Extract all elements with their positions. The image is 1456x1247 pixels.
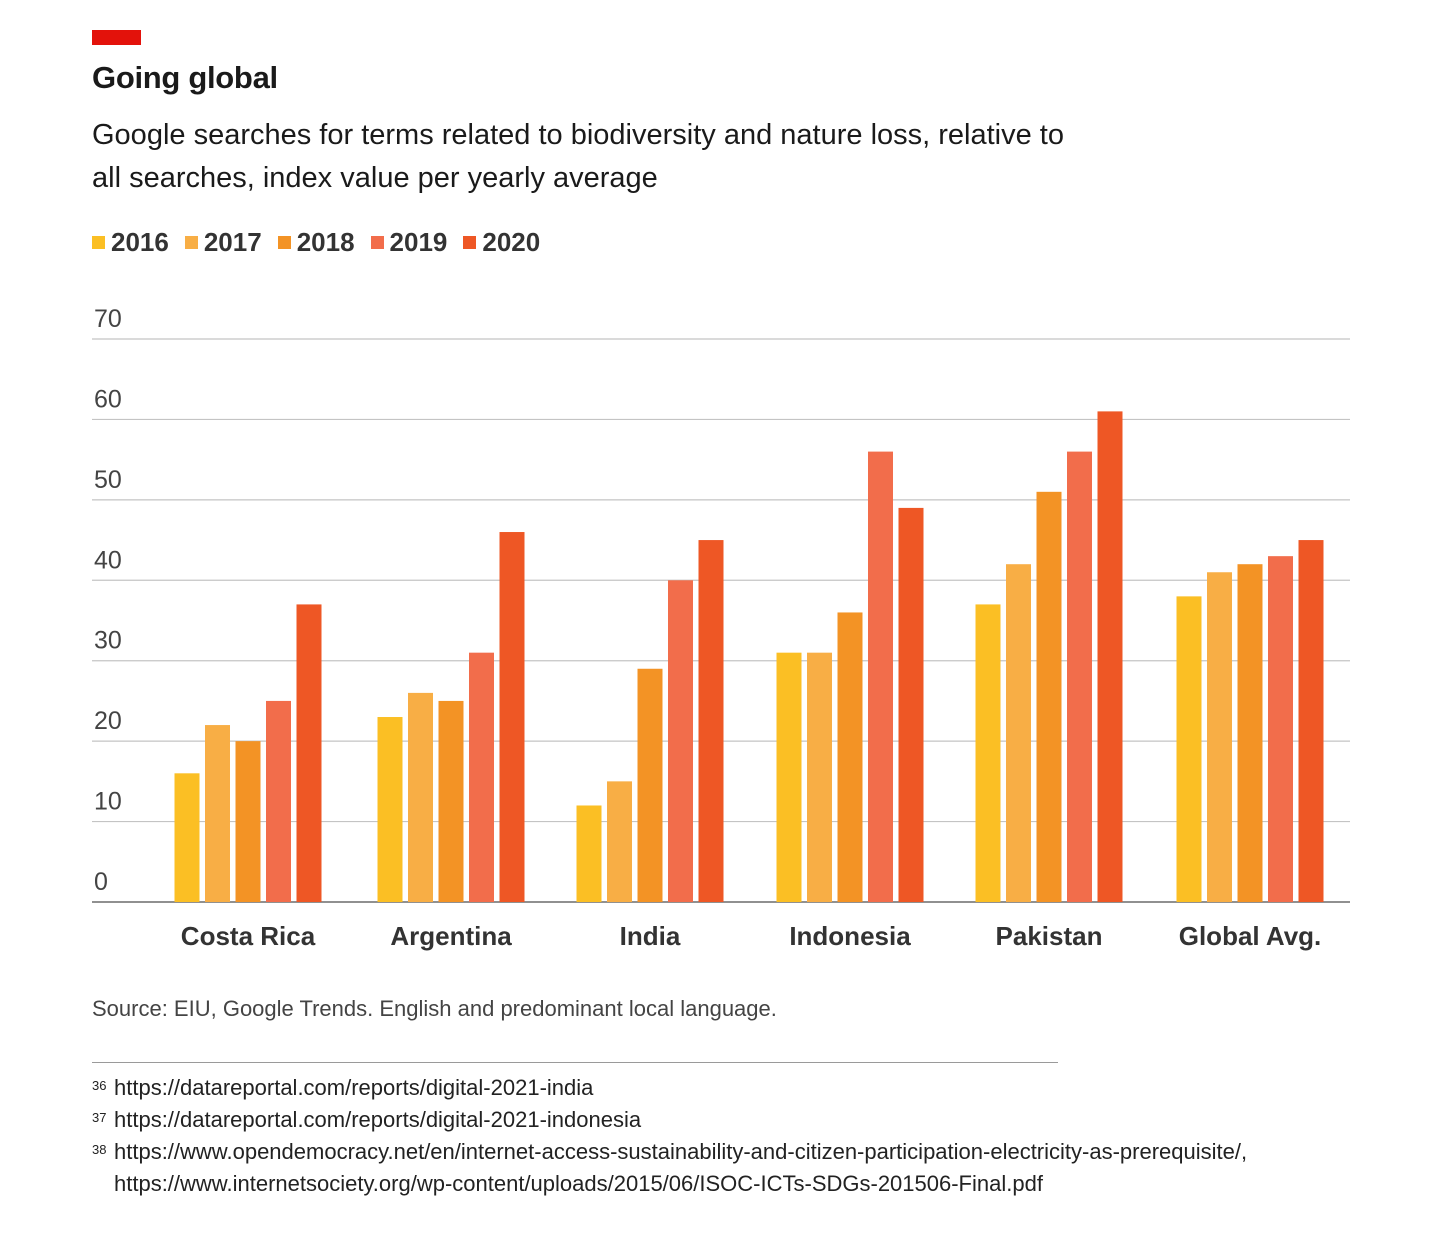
chart-subtitle: Google searches for terms related to bio…	[92, 119, 1064, 194]
bar-2018-pakistan	[1036, 491, 1062, 902]
legend-swatch	[277, 236, 291, 249]
legend-swatch	[92, 236, 105, 249]
footnote-divider	[92, 1062, 1058, 1063]
legend-label: 2018	[296, 227, 355, 257]
bar-2019-costa-rica	[266, 700, 291, 902]
bar-2017-costa-rica	[205, 725, 230, 902]
legend-item-2016: 2016	[92, 227, 169, 258]
legend-swatch	[370, 236, 384, 249]
bar-2020-costa-rica	[296, 604, 322, 902]
bar-2020-argentina	[499, 532, 525, 902]
category-label: India	[620, 921, 681, 951]
bar-2017-pakistan	[1006, 564, 1031, 902]
bar-2019-argentina	[469, 652, 494, 902]
bar-2017-india	[607, 781, 632, 902]
bar-2017-global-avg	[1207, 572, 1232, 902]
bar-2019-global-avg	[1268, 556, 1293, 902]
footnote-link[interactable]: https://datareportal.com/reports/digital…	[114, 1107, 642, 1132]
y-tick-label: 70	[94, 305, 122, 333]
y-tick-label: 20	[94, 707, 122, 735]
footnote-number: 38	[92, 1142, 107, 1157]
footnote-link[interactable]: https://www.opendemocracy.net/en/interne…	[114, 1139, 1248, 1196]
category-label: Indonesia	[789, 921, 911, 951]
bar-2020-pakistan	[1097, 411, 1123, 902]
legend: 2016 2017 2018 2019 2020	[92, 227, 556, 258]
chart-title: Going global	[92, 60, 278, 95]
legend-item-2020: 2020	[463, 227, 540, 258]
bar-2018-india	[637, 668, 663, 902]
y-tick-label: 60	[94, 385, 122, 413]
bar-chart: 0 10 20 30 40 50 60 70 Costa Rica Argentina India I…	[92, 305, 1350, 951]
legend-item-2019: 2019	[370, 227, 448, 258]
accent-bar	[92, 30, 141, 45]
legend-item-2018: 2018	[277, 227, 355, 258]
legend-label: 2020	[482, 227, 541, 257]
category-label: Pakistan	[996, 921, 1103, 951]
legend-swatch	[184, 236, 198, 249]
bar-2016-argentina	[377, 717, 403, 902]
bar-2020-india	[698, 540, 724, 902]
bar-2017-argentina	[408, 692, 433, 902]
footnote-number: 36	[92, 1078, 107, 1093]
bar-2017-indonesia	[807, 652, 832, 902]
category-label: Costa Rica	[181, 921, 316, 951]
legend-item-2017: 2017	[184, 227, 262, 258]
footnotes: 36 https://datareportal.com/reports/digi…	[92, 1072, 1382, 1200]
legend-swatch	[463, 236, 477, 249]
legend-label: 2017	[203, 227, 262, 257]
footnote-37: 37 https://datareportal.com/reports/digi…	[92, 1104, 1382, 1136]
y-tick-label: 10	[94, 788, 122, 816]
footnote-link[interactable]: https://datareportal.com/reports/digital…	[114, 1075, 594, 1100]
source-note: Source: EIU, Google Trends. English and …	[92, 996, 777, 1021]
category-label: Argentina	[390, 921, 512, 951]
bar-2020-global-avg	[1298, 540, 1324, 902]
y-tick-label: 40	[94, 546, 122, 574]
bar-2018-indonesia	[837, 612, 863, 902]
y-tick-label: 50	[94, 466, 122, 494]
bar-2016-global-avg	[1176, 596, 1202, 902]
y-tick-label: 0	[94, 868, 108, 896]
legend-label: 2016	[111, 227, 169, 257]
bar-2016-costa-rica	[174, 773, 200, 902]
bar-2016-indonesia	[776, 652, 802, 902]
bar-2016-india	[576, 805, 602, 902]
bar-2019-pakistan	[1067, 451, 1092, 902]
bar-2019-indonesia	[868, 451, 893, 902]
y-tick-label: 30	[94, 627, 122, 655]
bar-2020-indonesia	[898, 507, 924, 902]
footnote-number: 37	[92, 1110, 107, 1125]
bar-2019-india	[668, 580, 693, 902]
bar-2018-argentina	[438, 700, 464, 902]
bar-2016-pakistan	[975, 604, 1001, 902]
footnote-38: 38 https://www.opendemocracy.net/en/inte…	[92, 1136, 1382, 1200]
category-label: Global Avg.	[1179, 921, 1322, 951]
footnote-36: 36 https://datareportal.com/reports/digi…	[92, 1072, 1382, 1104]
bar-2018-global-avg	[1237, 564, 1263, 902]
legend-label: 2019	[389, 227, 448, 257]
bar-2018-costa-rica	[235, 741, 261, 902]
